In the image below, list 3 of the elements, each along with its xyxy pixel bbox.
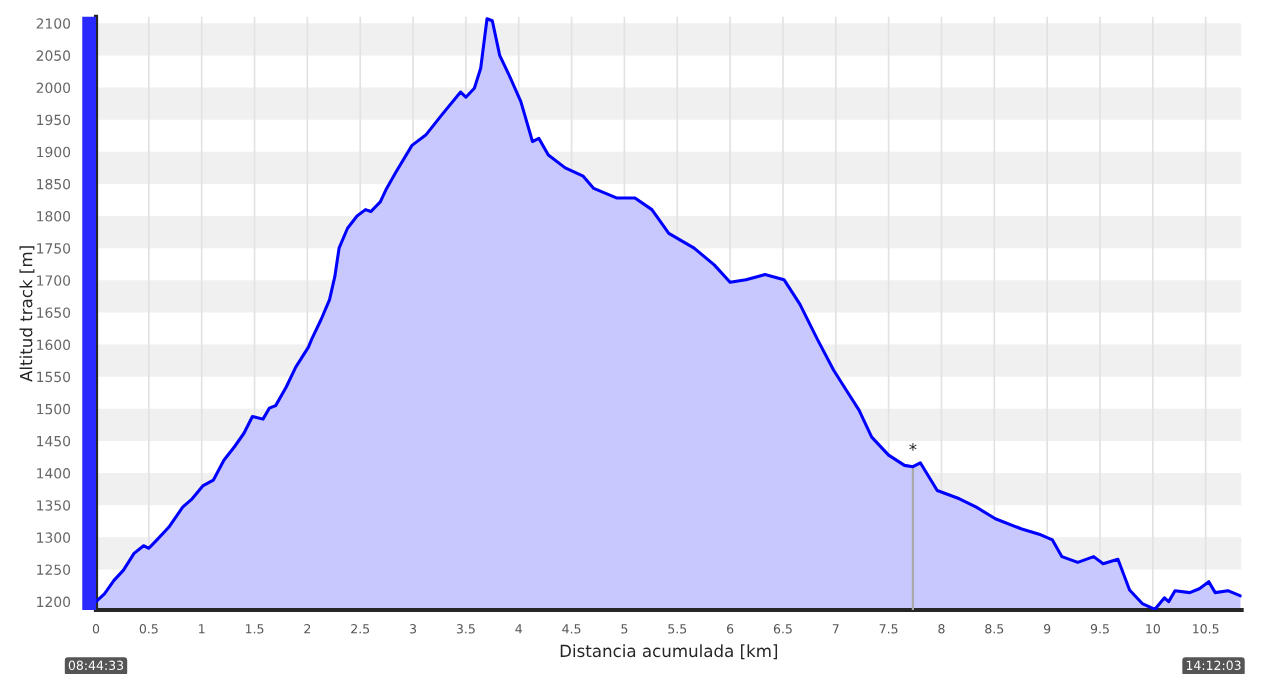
y-axis-title: Altitud track [m] (19, 246, 35, 382)
ref-line-label: * (909, 443, 917, 451)
x-axis-title: Distancia acumulada [km] (560, 644, 778, 660)
